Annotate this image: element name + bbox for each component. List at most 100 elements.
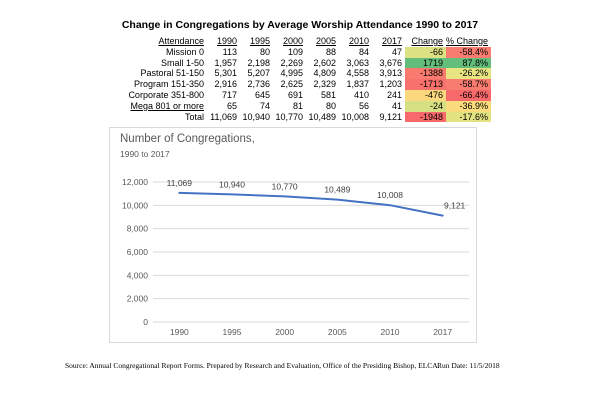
pct-change-cell: -66.4% [446,89,492,101]
value-cell: 691 [287,89,303,100]
row-label: Small 1-50 [160,57,204,68]
data-label: 10,008 [377,190,403,200]
value-cell: 65 [226,100,237,111]
change-cell: -1713 [405,79,446,90]
value-cell: 10,008 [341,111,369,122]
value-cell: 11,069 [210,111,237,122]
value-cell: 1,837 [346,79,369,90]
table-header: Attendance 1990 1995 2000 2005 2010 2017 Change… [101,36,491,47]
value-cell: 2,269 [280,57,303,68]
x-axis-tick-label: 2000 [275,327,294,337]
value-cell: 9,121 [379,111,402,122]
value-cell: 2,198 [247,57,270,68]
value-cell: 645 [254,89,270,100]
x-axis-tick-label: 2017 [433,327,452,337]
value-cell: 2,736 [247,79,270,90]
x-axis-tick-label: 2010 [381,327,400,337]
table-header-row: Attendance 1990 1995 2000 2005 2010 2017 Change… [101,36,491,47]
value-cell: 717 [221,89,237,100]
y-axis-tick-label: 0 [143,317,148,327]
value-cell: 80 [325,100,336,111]
change-cell: -1388 [405,68,446,80]
value-cell: 84 [358,46,369,57]
value-cell: 74 [259,100,270,111]
value-cell: 4,809 [313,68,336,79]
value-cell: 1,203 [379,79,402,90]
row-label: Mission 0 [165,46,204,57]
row-label: Mega 801 or more [130,100,204,111]
y-axis-tick-label: 4,000 [127,270,149,280]
value-cell: 4,558 [346,68,369,79]
value-cell: 109 [287,46,303,57]
attendance-table: Attendance 1990 1995 2000 2005 2010 2017 Change… [101,36,492,123]
value-cell: 47 [391,46,402,57]
value-cell: 410 [353,89,369,100]
table-row: Program 151-350 2,916 2,736 2,625 2,329 1,837… [101,79,492,90]
value-cell: 2,329 [313,79,336,90]
value-cell: 241 [386,89,402,100]
column-header: 2017 [381,36,402,46]
value-cell: 80 [259,46,270,57]
row-label: Corporate 351-800 [128,89,204,100]
value-cell: 88 [325,46,336,57]
chart-subtitle: 1990 to 2017 [120,149,170,159]
column-header: 1990 [216,36,237,46]
change-cell: -1948 [405,111,446,123]
value-cell: 10,770 [275,111,303,122]
value-cell: 4,995 [280,68,303,79]
pct-change-cell: 87.8% [446,57,492,69]
column-header: 2010 [348,36,369,46]
change-cell: -476 [405,89,446,101]
column-header: Change [411,36,443,46]
table-row: Mega 801 or more 65 74 81 80 56 41 -24 -36.9% [101,100,492,112]
pct-change-cell: -17.6% [446,111,492,123]
change-cell: -24 [405,100,446,112]
value-cell: 81 [292,100,303,111]
data-label: 11,069 [167,178,193,188]
value-cell: 56 [358,100,369,111]
value-cell: 41 [391,100,402,111]
value-cell: 581 [320,89,336,100]
row-label: Program 151-350 [133,79,204,90]
value-cell: 3,063 [346,57,369,68]
chart-plot-area: 12,000 10,000 8,000 6,000 4,000 2,000 0 1990 199… [122,177,469,337]
pct-change-cell: -26.2% [446,68,492,80]
data-label: 9,121 [444,201,466,211]
column-header: 2005 [315,36,336,46]
table-row: Total 11,069 10,940 10,770 10,489 10,008 9,121… [101,111,492,123]
chart-title: Number of Congregations, [120,133,255,145]
change-cell: 1719 [405,57,446,69]
y-axis-tick-label: 6,000 [127,247,149,257]
column-header: Attendance [158,36,204,46]
value-cell: 2,602 [313,57,336,68]
value-cell: 2,916 [214,79,237,90]
table-row: Small 1-50 1,957 2,198 2,269 2,602 3,063 3,676… [101,57,492,69]
x-axis-tick-label: 1990 [170,327,189,337]
value-cell: 5,301 [214,68,237,79]
value-cell: 2,625 [280,79,303,90]
table-row: Mission 0 113 80 109 88 84 47 -66 -58.4% [101,46,492,58]
value-cell: 5,207 [247,68,270,79]
row-label: Total [184,111,204,122]
value-cell: 10,489 [308,111,336,122]
pct-change-cell: -58.7% [446,79,492,90]
column-header: 1995 [249,36,270,46]
y-axis-tick-label: 8,000 [127,224,149,234]
table-row: Corporate 351-800 717 645 691 581 410 241 -476-… [101,89,492,101]
column-header: % Change [446,36,489,46]
footer-run-date: Run Date: 11/5/2018 [437,361,500,370]
column-header: 2000 [282,36,303,46]
series-line [178,191,444,217]
data-label: 10,940 [219,179,245,189]
value-cell: 3,676 [379,57,402,68]
value-cell: 113 [222,46,237,57]
y-axis-tick-label: 10,000 [122,200,148,210]
table-row: Pastoral 51-150 5,301 5,207 4,995 4,809 4,558… [101,68,492,80]
value-cell: 1,957 [214,57,237,68]
x-axis-tick-label: 1995 [223,327,242,337]
pct-change-cell: -36.9% [446,100,492,112]
table-body: Mission 0 113 80 109 88 84 47 -66 -58.4% Small 1-… [101,46,492,123]
y-axis-tick-label: 12,000 [122,177,148,187]
value-cell: 10,940 [242,111,270,122]
